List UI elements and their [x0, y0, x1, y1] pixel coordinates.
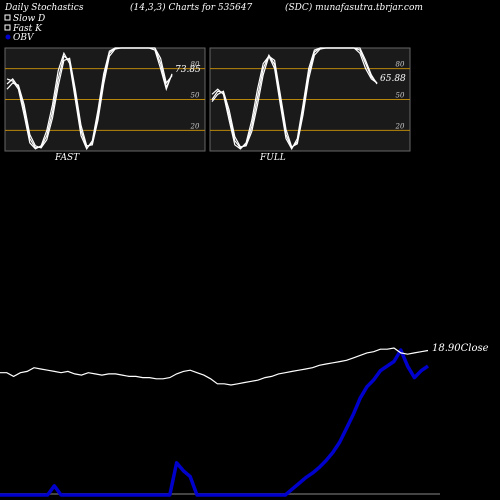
fast-caption: FAST — [54, 153, 80, 163]
fast-last-value-label: 73.85 — [175, 65, 201, 75]
full-tick-label-80: 80 — [396, 61, 405, 69]
full-stochastics-panel: 80 50 20 65.88 — [209, 47, 411, 152]
legend-slow-d: Slow D — [13, 14, 45, 24]
full-last-value-label: 65.88 — [380, 74, 406, 84]
price-obv-chart — [0, 347, 440, 497]
fast-tick-label-80: 80 — [191, 61, 200, 69]
header-title: Daily Stochastics — [4, 3, 84, 13]
fast-tick-label-50: 50 — [191, 92, 200, 100]
fast-stochastics-panel: 80 50 20 73.85 — [4, 47, 206, 152]
close-label: 18.90Close — [432, 343, 489, 354]
full-tick-label-20: 20 — [395, 122, 405, 130]
full-caption: FULL — [259, 153, 286, 163]
legend-fast-k: Fast K — [12, 24, 43, 34]
legend-fast-k-marker — [4, 24, 11, 31]
fast-tick-label-20: 20 — [190, 122, 200, 130]
obv-line — [0, 348, 429, 497]
close-price-line — [0, 347, 429, 386]
legend-obv: OBV — [13, 33, 35, 43]
header-params: (14,3,3) Charts for 535647 — [130, 2, 252, 13]
full-series-line-2 — [211, 47, 378, 148]
fast-series-line-2 — [6, 47, 173, 149]
full-tick-label-50: 50 — [396, 92, 405, 100]
legend-slow-d-marker — [4, 14, 11, 21]
header-source: (SDC) munafasutra.tbrjar.com — [285, 2, 423, 13]
legend-obv-marker — [5, 34, 11, 40]
